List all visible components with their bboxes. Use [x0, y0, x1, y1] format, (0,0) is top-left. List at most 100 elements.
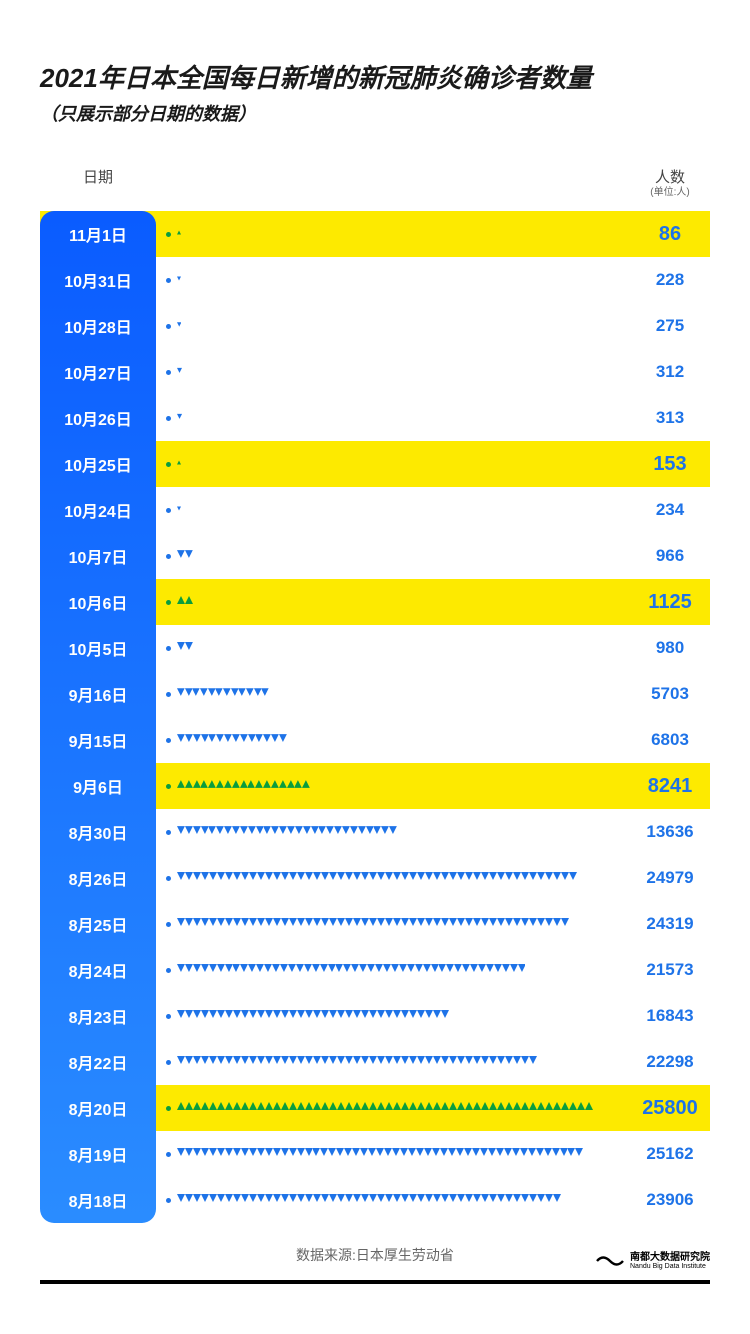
- bar: [177, 964, 525, 976]
- dot-icon: [166, 324, 171, 329]
- bar-area: [156, 642, 630, 654]
- column-headers: 日期 人数 (单位:人): [40, 166, 710, 211]
- bar: [177, 872, 581, 884]
- dot-icon: [166, 462, 171, 467]
- table-row: 8月22日 22298: [40, 1039, 710, 1085]
- bar-area: [156, 688, 630, 700]
- bar-area: [156, 458, 630, 470]
- date-cell: 8月24日: [40, 947, 156, 993]
- table-row: 8月25日24319: [40, 901, 710, 947]
- table-row: 8月24日21573: [40, 947, 710, 993]
- value-cell: 234: [630, 500, 710, 520]
- header-count: 人数 (单位:人): [630, 166, 710, 199]
- bar-area: [156, 228, 630, 240]
- date-cell: 8月25日: [40, 901, 156, 947]
- table-row: 8月23日 16843: [40, 993, 710, 1039]
- value-cell: 980: [630, 638, 710, 658]
- date-cell: 10月24日: [40, 487, 156, 533]
- date-cell: 8月18日: [40, 1177, 156, 1223]
- table-row: 10月5日980: [40, 625, 710, 671]
- header-unit: (单位:人): [630, 187, 710, 199]
- bar-area: [156, 274, 630, 286]
- table-row: 10月28日 275: [40, 303, 710, 349]
- date-cell: 10月31日: [40, 257, 156, 303]
- value-cell: 6803: [630, 730, 710, 750]
- bar: [177, 688, 269, 700]
- bar-area: [156, 320, 630, 332]
- date-cell: 10月27日: [40, 349, 156, 395]
- page-subtitle: （只展示部分日期的数据）: [40, 100, 710, 126]
- date-cell: 8月20日: [40, 1085, 156, 1131]
- bar: [177, 458, 181, 470]
- bar: [177, 1056, 537, 1068]
- value-cell: 13636: [630, 822, 710, 842]
- value-cell: 86: [630, 223, 710, 246]
- value-cell: 1125: [630, 591, 710, 614]
- table-row: 8月26日24979: [40, 855, 710, 901]
- bar: [177, 274, 181, 286]
- date-cell: 8月30日: [40, 809, 156, 855]
- bar: [177, 780, 310, 792]
- bar-area: [156, 1010, 630, 1022]
- dot-icon: [166, 692, 171, 697]
- bar-area: [156, 964, 630, 976]
- table-row: 10月25日153: [40, 441, 710, 487]
- dot-icon: [166, 1106, 171, 1111]
- dot-icon: [166, 508, 171, 513]
- table-row: 9月16日5703: [40, 671, 710, 717]
- date-cell: 10月7日: [40, 533, 156, 579]
- table-row: 10月31日 228: [40, 257, 710, 303]
- date-cell: 10月28日: [40, 303, 156, 349]
- bar: [177, 734, 287, 746]
- value-cell: 966: [630, 546, 710, 566]
- bar: [177, 504, 181, 516]
- value-cell: 23906: [630, 1190, 710, 1210]
- bar: [177, 228, 181, 240]
- brand: 南都大数据研究院 Nandu Big Data Institute: [596, 1252, 710, 1271]
- value-cell: 228: [630, 270, 710, 290]
- bar: [177, 1148, 583, 1160]
- dot-icon: [166, 922, 171, 927]
- table-row: 9月6日 8241: [40, 763, 710, 809]
- table-row: 8月18日 23906: [40, 1177, 710, 1223]
- bar: [177, 642, 193, 654]
- dot-icon: [166, 232, 171, 237]
- value-cell: 275: [630, 316, 710, 336]
- dot-icon: [166, 1014, 171, 1019]
- date-cell: 8月23日: [40, 993, 156, 1039]
- table-row: 8月20日25800: [40, 1085, 710, 1131]
- bar: [177, 1194, 563, 1206]
- date-cell: 9月6日: [40, 763, 156, 809]
- date-cell: 8月22日: [40, 1039, 156, 1085]
- footer: 南都大数据研究院 Nandu Big Data Institute: [40, 1280, 710, 1284]
- page-title: 2021年日本全国每日新增的新冠肺炎确诊者数量: [40, 60, 710, 96]
- table-row: 11月1日86: [40, 211, 710, 257]
- value-cell: 22298: [630, 1052, 710, 1072]
- dot-icon: [166, 784, 171, 789]
- bar-area: [156, 872, 630, 884]
- bar-area: [156, 412, 630, 424]
- value-cell: 5703: [630, 684, 710, 704]
- table-row: 10月27日312: [40, 349, 710, 395]
- value-cell: 153: [630, 453, 710, 476]
- date-cell: 10月26日: [40, 395, 156, 441]
- brand-subtext: Nandu Big Data Institute: [630, 1263, 710, 1271]
- bar-area: [156, 826, 630, 838]
- value-cell: 8241: [630, 775, 710, 798]
- dot-icon: [166, 600, 171, 605]
- brand-text: 南都大数据研究院 Nandu Big Data Institute: [630, 1252, 710, 1271]
- bar: [177, 918, 570, 930]
- bar: [177, 826, 397, 838]
- dot-icon: [166, 1198, 171, 1203]
- bar: [177, 1102, 594, 1114]
- bar-area: [156, 734, 630, 746]
- dot-icon: [166, 646, 171, 651]
- bar-area: [156, 1056, 630, 1068]
- value-cell: 24979: [630, 868, 710, 888]
- table-row: 8月19日25162: [40, 1131, 710, 1177]
- dot-icon: [166, 830, 171, 835]
- dot-icon: [166, 416, 171, 421]
- bar: [177, 320, 181, 332]
- value-cell: 16843: [630, 1006, 710, 1026]
- header-date: 日期: [40, 166, 156, 199]
